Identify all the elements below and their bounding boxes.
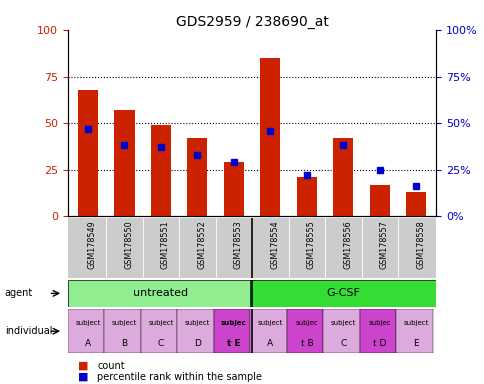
- Bar: [323, 309, 359, 353]
- Bar: [406, 192, 425, 216]
- Bar: [78, 89, 98, 216]
- Text: A: A: [267, 339, 273, 348]
- Text: GSM178552: GSM178552: [197, 220, 206, 269]
- Text: untreated: untreated: [133, 288, 188, 298]
- Text: C: C: [157, 339, 164, 348]
- Bar: [68, 280, 254, 307]
- Text: C: C: [340, 339, 346, 348]
- Bar: [250, 280, 436, 307]
- Text: t D: t D: [373, 339, 386, 348]
- Text: subject: subject: [111, 320, 137, 326]
- Text: subject: subject: [148, 320, 173, 326]
- Text: individual: individual: [5, 326, 52, 336]
- Text: count: count: [97, 361, 124, 371]
- Text: GSM178554: GSM178554: [270, 220, 279, 269]
- Text: percentile rank within the sample: percentile rank within the sample: [97, 372, 261, 382]
- Bar: [177, 309, 213, 353]
- Bar: [224, 162, 243, 216]
- Text: GSM178558: GSM178558: [416, 220, 424, 269]
- Text: subjec: subjec: [295, 320, 318, 326]
- Text: ■: ■: [77, 361, 88, 371]
- Text: GSM178551: GSM178551: [161, 220, 169, 269]
- Bar: [151, 125, 171, 216]
- Bar: [187, 138, 207, 216]
- Bar: [333, 138, 353, 216]
- Text: agent: agent: [5, 288, 33, 298]
- Bar: [250, 309, 286, 353]
- Text: D: D: [194, 339, 200, 348]
- Text: subject: subject: [184, 320, 210, 326]
- Bar: [140, 309, 177, 353]
- Text: A: A: [85, 339, 91, 348]
- Text: t B: t B: [300, 339, 313, 348]
- Text: t E: t E: [227, 339, 240, 348]
- Text: G-CSF: G-CSF: [326, 288, 360, 298]
- Text: GSM178556: GSM178556: [343, 220, 352, 269]
- Bar: [296, 177, 317, 216]
- Bar: [104, 309, 140, 353]
- Text: ■: ■: [77, 372, 88, 382]
- Bar: [114, 110, 134, 216]
- Text: subject: subject: [75, 320, 101, 326]
- Text: subject: subject: [257, 320, 283, 326]
- Bar: [68, 309, 104, 353]
- Bar: [286, 309, 323, 353]
- Bar: [359, 309, 395, 353]
- Text: subject: subject: [403, 320, 428, 326]
- Text: E: E: [413, 339, 418, 348]
- Bar: [260, 58, 280, 216]
- Text: GSM178549: GSM178549: [88, 220, 97, 269]
- Bar: [213, 309, 250, 353]
- Bar: [395, 309, 432, 353]
- Text: GSM178550: GSM178550: [124, 220, 133, 269]
- Text: B: B: [121, 339, 127, 348]
- Text: GSM178553: GSM178553: [233, 220, 242, 269]
- Text: GSM178555: GSM178555: [306, 220, 315, 269]
- Text: subjec: subjec: [368, 320, 391, 326]
- Title: GDS2959 / 238690_at: GDS2959 / 238690_at: [175, 15, 328, 29]
- Bar: [369, 185, 389, 216]
- Text: GSM178557: GSM178557: [379, 220, 388, 269]
- Text: subject: subject: [330, 320, 355, 326]
- Text: subjec: subjec: [221, 320, 246, 326]
